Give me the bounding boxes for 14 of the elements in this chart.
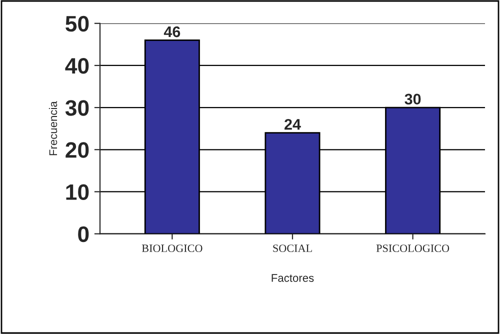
x-tick-label: BIOLOGICO xyxy=(142,244,202,252)
y-tick-label: 20 xyxy=(66,142,89,158)
y-tick-label: 0 xyxy=(78,226,89,242)
data-label: 30 xyxy=(404,94,421,105)
y-tick-label: 50 xyxy=(66,16,89,32)
x-tick-label: PSICOLOGICO xyxy=(376,244,450,252)
y-axis-title: Frecuencia xyxy=(48,101,58,156)
y-tick-label: 30 xyxy=(65,100,89,116)
y-tick-label: 40 xyxy=(65,58,89,74)
data-label: 24 xyxy=(284,118,301,130)
y-tick-label: 10 xyxy=(66,184,89,200)
data-label: 46 xyxy=(164,26,180,38)
x-tick-label: SOCIAL xyxy=(273,244,312,252)
x-axis-title: Factores xyxy=(272,274,314,282)
